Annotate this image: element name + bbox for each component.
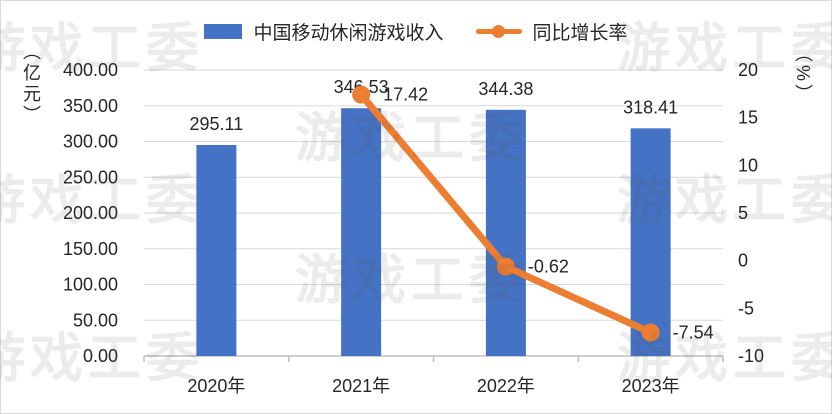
bar-value-label: 318.41 [623, 97, 678, 117]
right-axis-tick-label: 0 [738, 251, 748, 271]
legend-item-growth: 同比增长率 [475, 18, 628, 45]
x-axis-label: 2023年 [622, 376, 680, 396]
right-axis-tick-label: -5 [738, 298, 754, 318]
growth-marker [641, 323, 660, 342]
left-axis-tick-label: 50.00 [73, 310, 118, 330]
legend-item-revenue: 中国移动休闲游戏收入 [204, 18, 444, 45]
x-axis-label: 2022年 [477, 376, 535, 396]
x-axis-label: 2020年 [187, 376, 245, 396]
growth-value-label: -0.62 [528, 257, 569, 277]
right-axis-tick-label: 10 [738, 155, 758, 175]
left-axis-tick-label: 0.00 [83, 346, 118, 366]
left-axis-tick-label: 150.00 [63, 239, 118, 259]
line-series-marker-icon [475, 24, 522, 39]
left-axis-tick-label: 200.00 [63, 203, 118, 223]
legend: 中国移动休闲游戏收入 同比增长率 [0, 18, 832, 45]
legend-label-revenue: 中国移动休闲游戏收入 [253, 23, 444, 44]
bar-value-label: 295.11 [190, 114, 244, 134]
bar [196, 144, 237, 356]
bar [630, 128, 671, 356]
bar-value-label: 344.38 [478, 79, 533, 99]
legend-label-growth: 同比增长率 [532, 23, 628, 44]
bar [485, 109, 526, 356]
left-axis-tick-label: 100.00 [63, 275, 118, 295]
right-axis-tick-label: -10 [738, 346, 764, 366]
right-axis-tick-label: 15 [738, 108, 758, 128]
bar-series-swatch-icon [204, 24, 243, 39]
right-axis-tick-label: 20 [738, 60, 758, 80]
left-axis-tick-label: 250.00 [63, 167, 118, 187]
left-axis-tick-label: 350.00 [63, 96, 118, 116]
right-axis-tick-label: 5 [738, 203, 748, 223]
growth-marker [496, 257, 515, 276]
bar [341, 108, 382, 356]
x-axis-label: 2021年 [332, 376, 390, 396]
growth-value-label: -7.54 [673, 323, 714, 343]
growth-value-label: 17.42 [383, 85, 428, 105]
left-axis-title: （亿元） [21, 42, 41, 126]
right-axis-title: （%） [793, 44, 813, 106]
growth-marker [352, 85, 371, 104]
left-axis-tick-label: 400.00 [63, 60, 118, 80]
left-axis-tick-label: 300.00 [63, 132, 118, 152]
